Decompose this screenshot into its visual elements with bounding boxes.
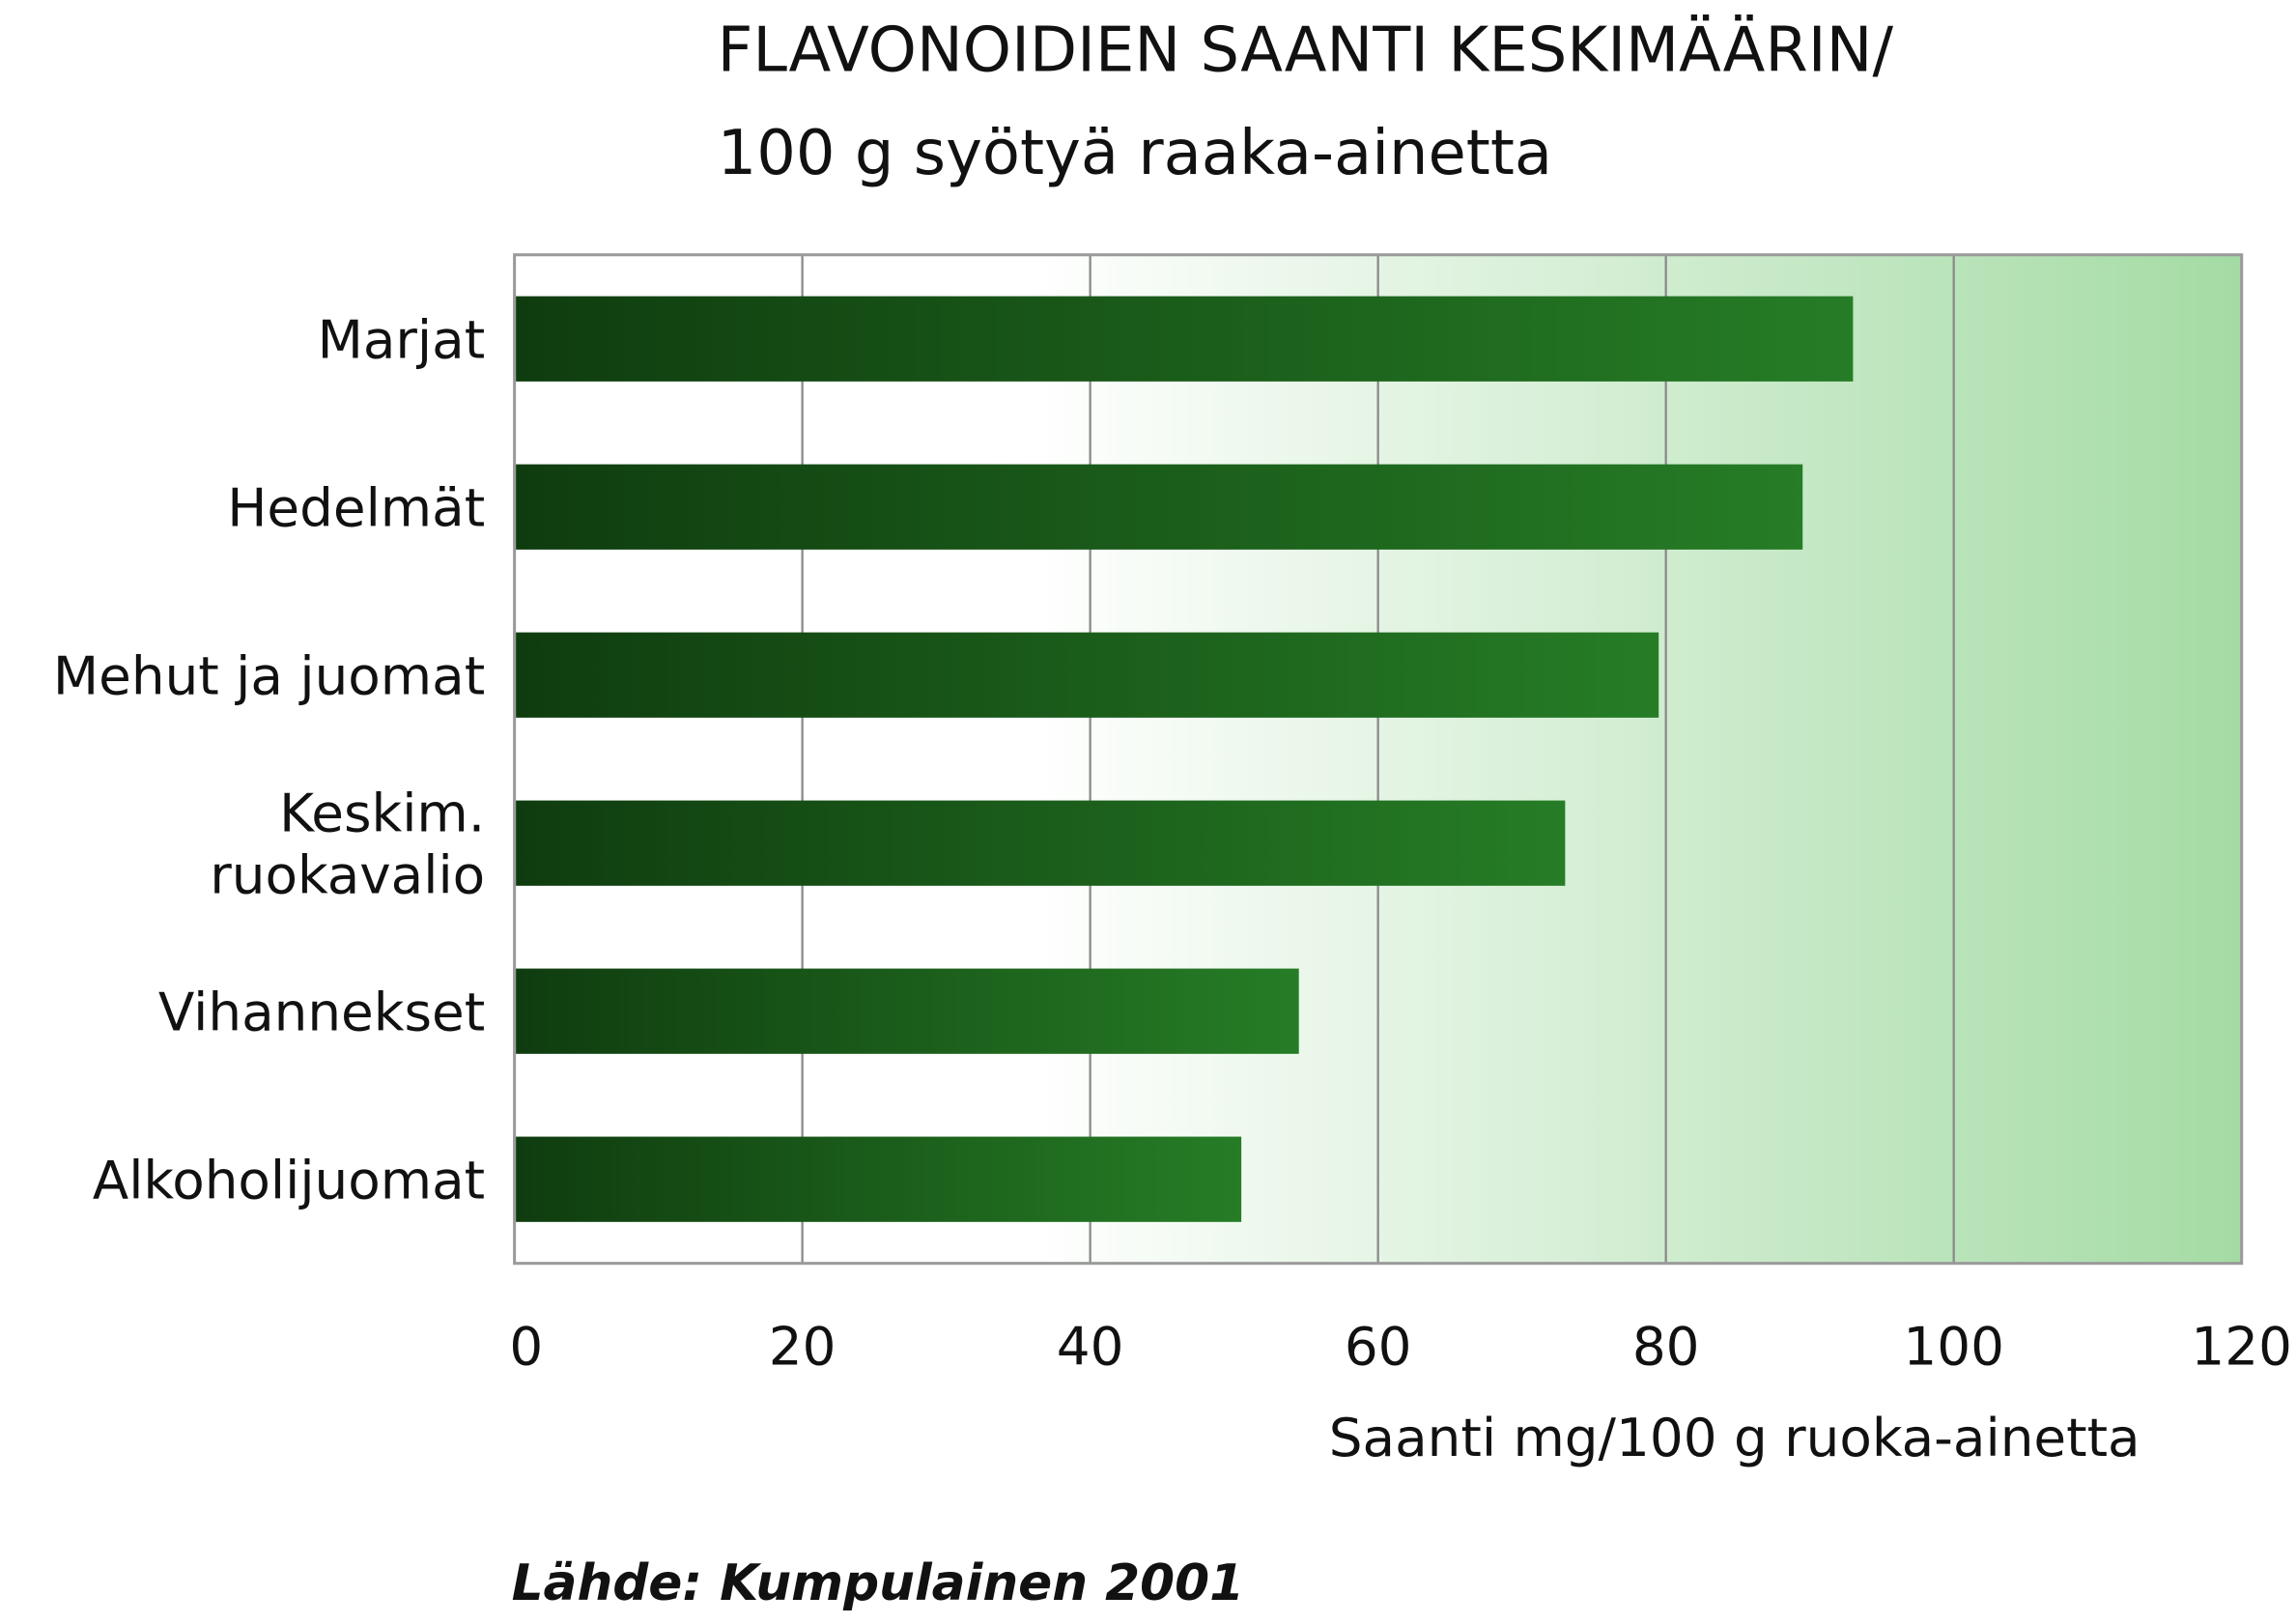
category-label: Mehut ja juomat [53, 645, 485, 707]
category-label: ruokavalio [210, 843, 485, 905]
category-label: Marjat [318, 309, 486, 371]
x-tick-label: 60 [1345, 1316, 1412, 1378]
bar [516, 632, 1659, 718]
bar [516, 968, 1299, 1054]
category-label: Vihannekset [158, 981, 485, 1042]
x-tick-label: 40 [1057, 1316, 1124, 1378]
x-axis-label: Saanti mg/100 g ruoka-ainetta [1329, 1407, 2140, 1468]
bar [516, 800, 1566, 886]
plot-frame [513, 253, 2244, 1266]
chart-title-line2: 100 g syötyä raaka-ainetta [718, 118, 1552, 189]
x-tick-label: 80 [1632, 1316, 1700, 1378]
x-tick-label: 100 [1903, 1316, 2004, 1378]
category-label: Hedelmät [227, 477, 485, 539]
x-tick-label: 20 [769, 1316, 836, 1378]
bar [516, 1136, 1242, 1222]
category-label: Keskim. [279, 783, 485, 844]
source-note: Lähde: Kumpulainen 2001 [512, 1554, 1245, 1612]
bar [516, 464, 1803, 550]
chart-title-line1: FLAVONOIDIEN SAANTI KESKIMÄÄRIN/ [718, 14, 1894, 87]
bars [516, 296, 1854, 1222]
category-labels: Marjat Hedelmät Mehut ja juomat Keskim.ruok… [53, 309, 485, 1211]
x-tick-labels: 0 20 40 60 80 100 120 [509, 1316, 2292, 1378]
x-tick-label: 0 [509, 1316, 543, 1378]
x-tick-label: 120 [2191, 1316, 2292, 1378]
category-label: Alkoholijuomat [93, 1149, 485, 1211]
gridlines [801, 254, 1955, 1264]
bar [516, 296, 1854, 382]
